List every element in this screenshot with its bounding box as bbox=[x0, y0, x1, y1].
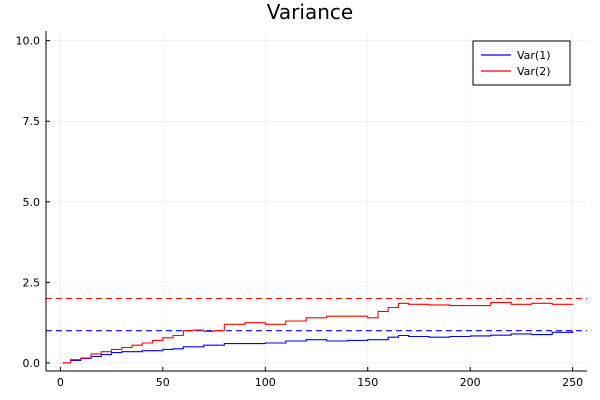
y-tick-label-2: 5.0 bbox=[23, 196, 41, 209]
series-line-0 bbox=[62, 330, 574, 364]
series-line-1 bbox=[62, 301, 574, 364]
x-tick-label-4: 200 bbox=[460, 376, 481, 389]
grid bbox=[46, 31, 587, 371]
x-tick-label-1: 50 bbox=[156, 376, 170, 389]
legend: Var(1) Var(2) bbox=[472, 40, 571, 86]
y-tick-label-0: 0.0 bbox=[23, 357, 41, 370]
x-tick-label-0: 0 bbox=[57, 376, 64, 389]
y-tick-label-3: 7.5 bbox=[23, 115, 41, 128]
axes: 0 50 100 150 200 250 0.0 2.5 5.0 7.5 10.0 bbox=[16, 31, 587, 389]
x-tick-label-3: 150 bbox=[357, 376, 378, 389]
legend-label-1: Var(2) bbox=[517, 65, 551, 78]
legend-label-0: Var(1) bbox=[517, 49, 551, 62]
x-tick-label-2: 100 bbox=[255, 376, 276, 389]
series-layer bbox=[62, 301, 574, 364]
reference-lines bbox=[46, 297, 587, 332]
legend-box bbox=[472, 40, 571, 86]
y-tick-label-4: 10.0 bbox=[16, 35, 41, 48]
x-tick-label-5: 250 bbox=[562, 376, 583, 389]
y-tick-label-1: 2.5 bbox=[23, 276, 41, 289]
chart-title: Variance bbox=[267, 0, 353, 24]
